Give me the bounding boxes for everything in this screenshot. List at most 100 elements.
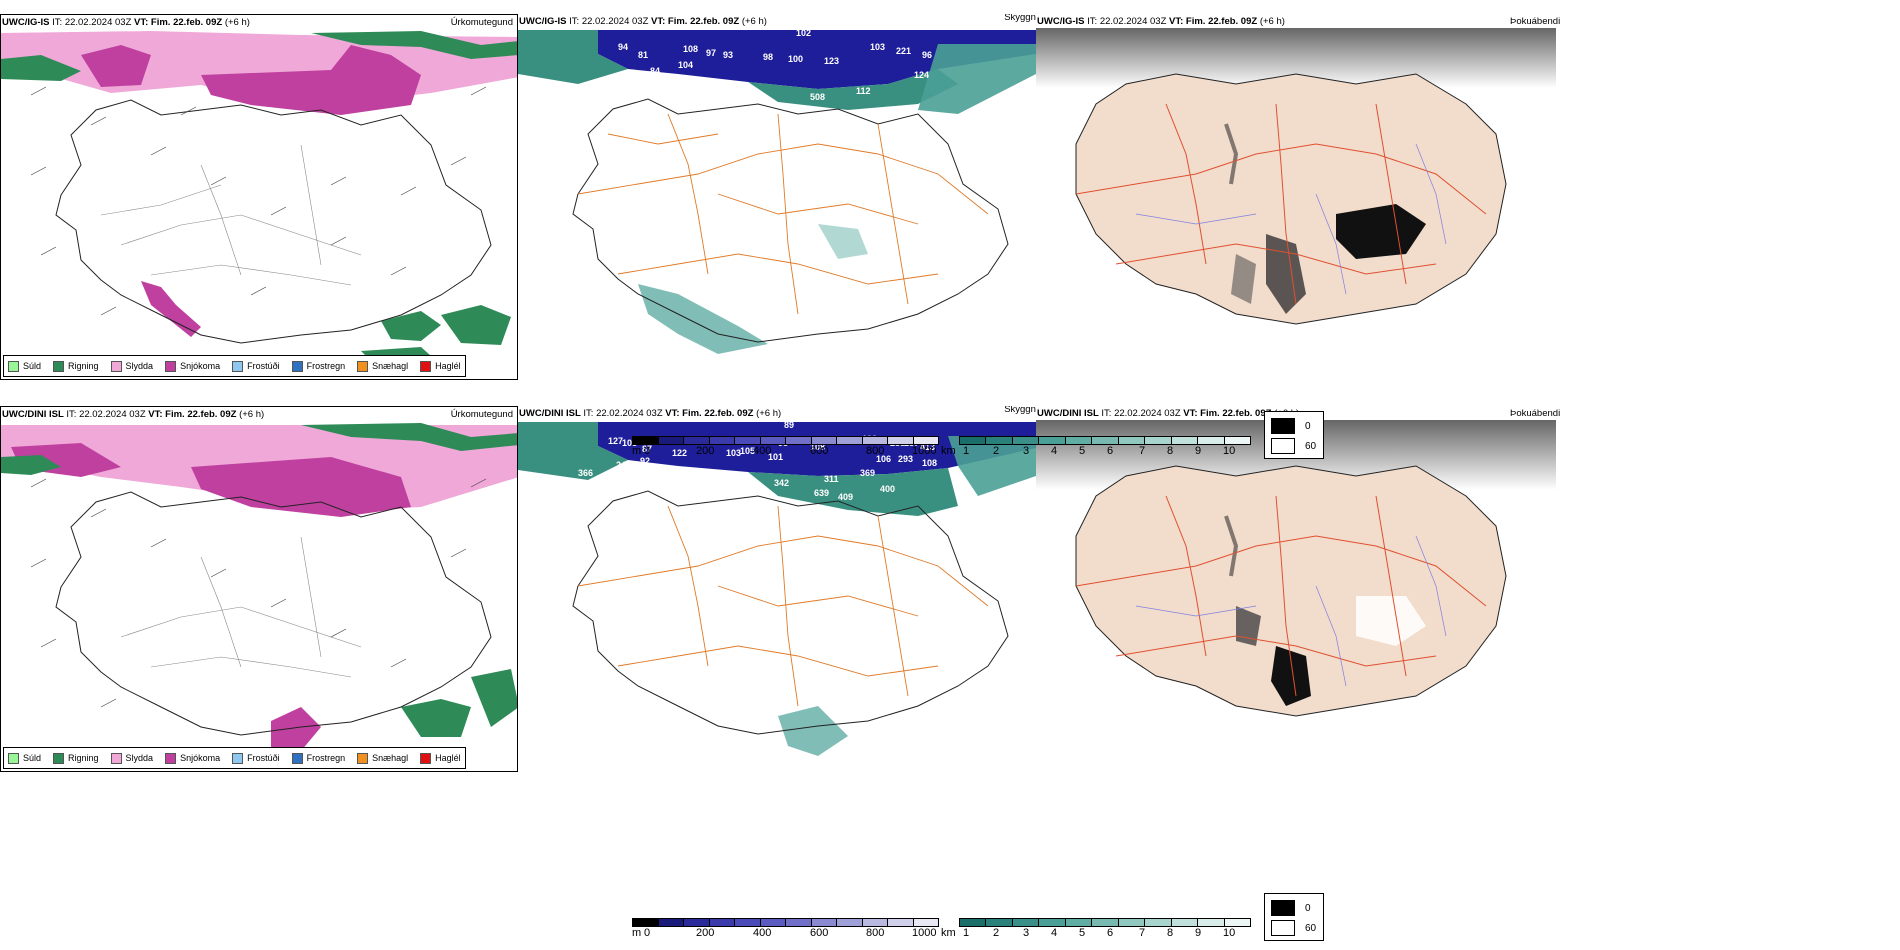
lead-time: (+6 h) <box>224 17 250 28</box>
init-time: 22.02.2024 03Z <box>1114 408 1181 419</box>
vis-label: 87 <box>642 444 653 454</box>
vis-label: 242 <box>616 460 632 470</box>
vis-label: 97 <box>706 48 717 58</box>
valid-time: Fim. 22.feb. 09Z <box>150 17 223 28</box>
colorbar-tick: 400 <box>753 927 772 939</box>
fog-legend-top: 0 60 <box>1264 411 1324 459</box>
fog-legend-swatch <box>1271 920 1295 936</box>
model-name: UWC/DINI ISL <box>519 408 581 419</box>
colorbar-tick: 800 <box>866 445 885 457</box>
colorbar-tick: 200 <box>696 445 715 457</box>
colorbar-tick: 7 <box>1139 927 1146 939</box>
colorbar-tick: 600 <box>810 927 829 939</box>
legend-item: Rigning <box>53 360 99 372</box>
fog-legend-row: 60 <box>1271 920 1316 936</box>
panel-title: Úrkomutegund <box>450 409 513 420</box>
colorbar-unit: km <box>941 445 956 457</box>
visibility-km-colorbar-bottom: km 1 2 3 4 5 6 7 8 9 10 <box>941 918 1251 946</box>
legend-swatch <box>110 752 122 764</box>
vis-label: 103 <box>622 438 638 448</box>
init-time: 22.02.2024 03Z <box>64 17 132 28</box>
vis-label: 98 <box>763 52 774 62</box>
colorbar-tick: 9 <box>1195 927 1202 939</box>
precip-type-map <box>1 423 517 751</box>
panel-header: UWC/DINI ISL IT: 22.02.2024 03Z VT: Fim.… <box>2 409 265 420</box>
colorbar-tick: 8 <box>1167 927 1174 939</box>
vis-label: 221 <box>896 46 912 56</box>
init-time: 22.02.2024 03Z <box>581 16 649 27</box>
fog-legend-row: 0 <box>1271 900 1311 916</box>
legend-item: Haglél <box>420 360 461 372</box>
colorbar-tick: 4 <box>1051 445 1058 457</box>
panel-header: UWC/IG-IS IT: 22.02.2024 03Z VT: Fim. 22… <box>2 17 250 28</box>
precip-type-panel-top: UWC/IG-IS IT: 22.02.2024 03Z VT: Fim. 22… <box>0 14 518 380</box>
vis-label: 342 <box>774 478 790 488</box>
colorbar-tick: 10 <box>1223 927 1236 939</box>
vis-label: 84 <box>650 66 661 76</box>
legend-item: Snjókoma <box>165 360 220 372</box>
fog-legend-row: 0 <box>1271 418 1311 434</box>
vis-label: 108 <box>810 442 826 452</box>
legend-item: Snæhagl <box>357 360 408 372</box>
vis-label: 123 <box>824 56 840 66</box>
colorbar-tick: 6 <box>1107 445 1114 457</box>
model-name: UWC/IG-IS <box>519 16 567 27</box>
panel-header: UWC/DINI ISL IT: 22.02.2024 03Z VT: Fim.… <box>519 408 782 419</box>
colorbar-tick: 200 <box>696 927 715 939</box>
model-name: UWC/IG-IS <box>2 17 50 28</box>
model-name: UWC/IG-IS <box>1037 16 1085 27</box>
legend-swatch <box>291 360 303 372</box>
colorbar-tick: 5 <box>1079 927 1086 939</box>
visibility-km-colorbar-top: km 1 2 3 4 5 6 7 8 9 10 <box>941 436 1251 464</box>
valid-time: Fim. 22.feb. 09Z <box>1185 16 1258 27</box>
valid-time: Fim. 22.feb. 09Z <box>165 409 237 420</box>
legend-item: Snæhagl <box>357 752 408 764</box>
colorbar-tick: 7 <box>1139 445 1146 457</box>
legend-item: Frostregn <box>291 752 345 764</box>
vis-label: 369 <box>860 468 876 478</box>
lead-time: (+6 h) <box>239 409 265 420</box>
vis-label: 94 <box>618 42 629 52</box>
colorbar-strip <box>632 436 939 445</box>
vis-label: 96 <box>922 50 933 60</box>
vis-label: 105 <box>740 446 756 456</box>
vis-label: 413 <box>920 442 936 452</box>
colorbar-strip <box>959 436 1251 445</box>
colorbar-tick: 0 <box>644 927 651 939</box>
legend-item: Haglél <box>420 752 461 764</box>
vis-label: 106 <box>876 454 892 464</box>
legend-swatch <box>232 360 244 372</box>
precip-type-panel-bottom: UWC/DINI ISL IT: 22.02.2024 03Z VT: Fim.… <box>0 406 518 772</box>
legend-item: Slydda <box>110 360 153 372</box>
visibility-m-colorbar-top: m 0 200 400 600 800 1000 <box>632 436 939 464</box>
vis-label: 101 <box>768 452 784 462</box>
vis-label: 100 <box>788 54 804 64</box>
colorbar-tick: 5 <box>1079 445 1086 457</box>
visibility-m-colorbar-bottom: m 0 200 400 600 800 1000 <box>632 918 939 946</box>
fog-legend-row: 60 <box>1271 438 1316 454</box>
legend-swatch <box>53 752 65 764</box>
panel-title: Skyggni <box>1004 14 1036 23</box>
legend-swatch <box>8 360 19 372</box>
legend-swatch <box>53 360 65 372</box>
vis-label: 103 <box>726 448 742 458</box>
fog-legend-bottom: 0 60 <box>1264 893 1324 941</box>
legend-swatch <box>110 360 122 372</box>
vis-label: 93 <box>723 50 734 60</box>
legend-item: Frostúði <box>232 752 280 764</box>
visibility-panel-bottom: UWC/DINI ISL IT: 22.02.2024 03Z VT: Fim.… <box>518 406 1036 772</box>
legend-swatch <box>165 752 177 764</box>
vis-label: 366 <box>628 76 644 86</box>
model-name: UWC/DINI ISL <box>1037 408 1099 419</box>
init-time: 22.02.2024 03Z <box>79 409 146 420</box>
vis-label: 112 <box>856 86 871 96</box>
colorbar-tick: 2 <box>993 927 1000 939</box>
legend-item: Rigning <box>53 752 99 764</box>
legend-item: Súld <box>8 752 41 764</box>
colorbar-unit: m <box>632 445 642 457</box>
lead-time: (+6 h) <box>1259 16 1285 27</box>
vis-label: 108 <box>683 44 699 54</box>
colorbar-strip <box>959 918 1251 927</box>
precip-type-map <box>1 31 517 371</box>
init-time: 22.02.2024 03Z <box>1099 16 1167 27</box>
